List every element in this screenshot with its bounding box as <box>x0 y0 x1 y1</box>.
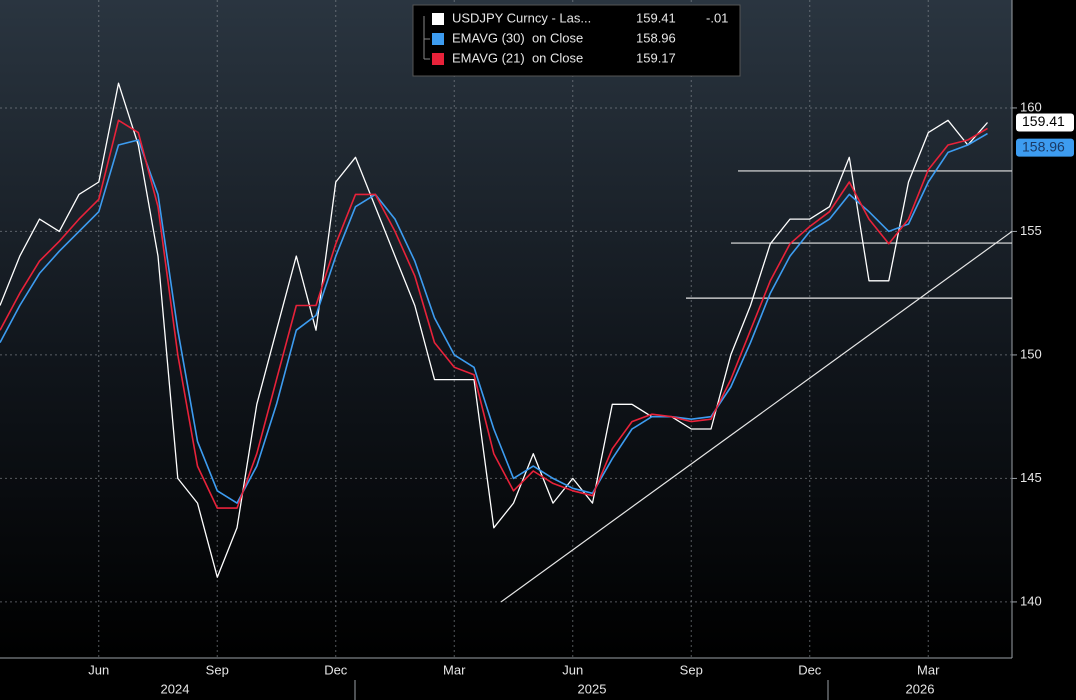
series-line <box>0 119 988 509</box>
y-tick-label: 155 <box>1020 223 1042 238</box>
legend-label: EMAVG (30) on Close <box>452 30 583 45</box>
legend-swatch <box>432 13 444 25</box>
legend-value: 158.96 <box>636 30 676 45</box>
legend-box <box>412 4 741 77</box>
legend-value: 159.17 <box>636 50 676 65</box>
legend-label: USDJPY Curncy - Las... <box>452 10 591 25</box>
last-value-label: 158.96 <box>1022 138 1065 154</box>
y-tick-label: 160 <box>1020 99 1042 114</box>
y-tick-label: 145 <box>1020 470 1042 485</box>
y-tick-label: 150 <box>1020 346 1042 361</box>
x-tick-label: Mar <box>443 662 466 677</box>
legend-change: -.01 <box>706 10 728 25</box>
legend: USDJPY Curncy - Las... 159.41 -.01 EMAVG (3… <box>412 4 741 77</box>
legend-label: EMAVG (21) on Close <box>452 50 583 65</box>
plot-background <box>0 0 1012 658</box>
series-line <box>0 82 988 578</box>
last-value-tag <box>1016 138 1074 157</box>
year-label: 2024 <box>161 681 190 696</box>
x-tick-label: Jun <box>562 662 583 677</box>
x-tick-label: Dec <box>324 662 348 677</box>
x-tick-label: Jun <box>88 662 109 677</box>
series-line <box>0 132 988 504</box>
plot <box>0 0 1013 658</box>
last-value-tag <box>1016 113 1074 132</box>
x-tick-label: Sep <box>206 662 229 677</box>
legend-value: 159.41 <box>636 10 676 25</box>
legend-swatch <box>432 53 444 65</box>
year-label: 2026 <box>906 681 935 696</box>
legend-swatch <box>432 33 444 45</box>
y-tick-label: 140 <box>1020 593 1042 608</box>
last-value-label: 159.41 <box>1022 113 1065 129</box>
x-tick-label: Mar <box>917 662 940 677</box>
year-label: 2025 <box>578 681 607 696</box>
legend-tree <box>423 16 430 60</box>
trend-line <box>500 230 1013 603</box>
x-tick-label: Sep <box>680 662 703 677</box>
x-tick-label: Dec <box>798 662 822 677</box>
